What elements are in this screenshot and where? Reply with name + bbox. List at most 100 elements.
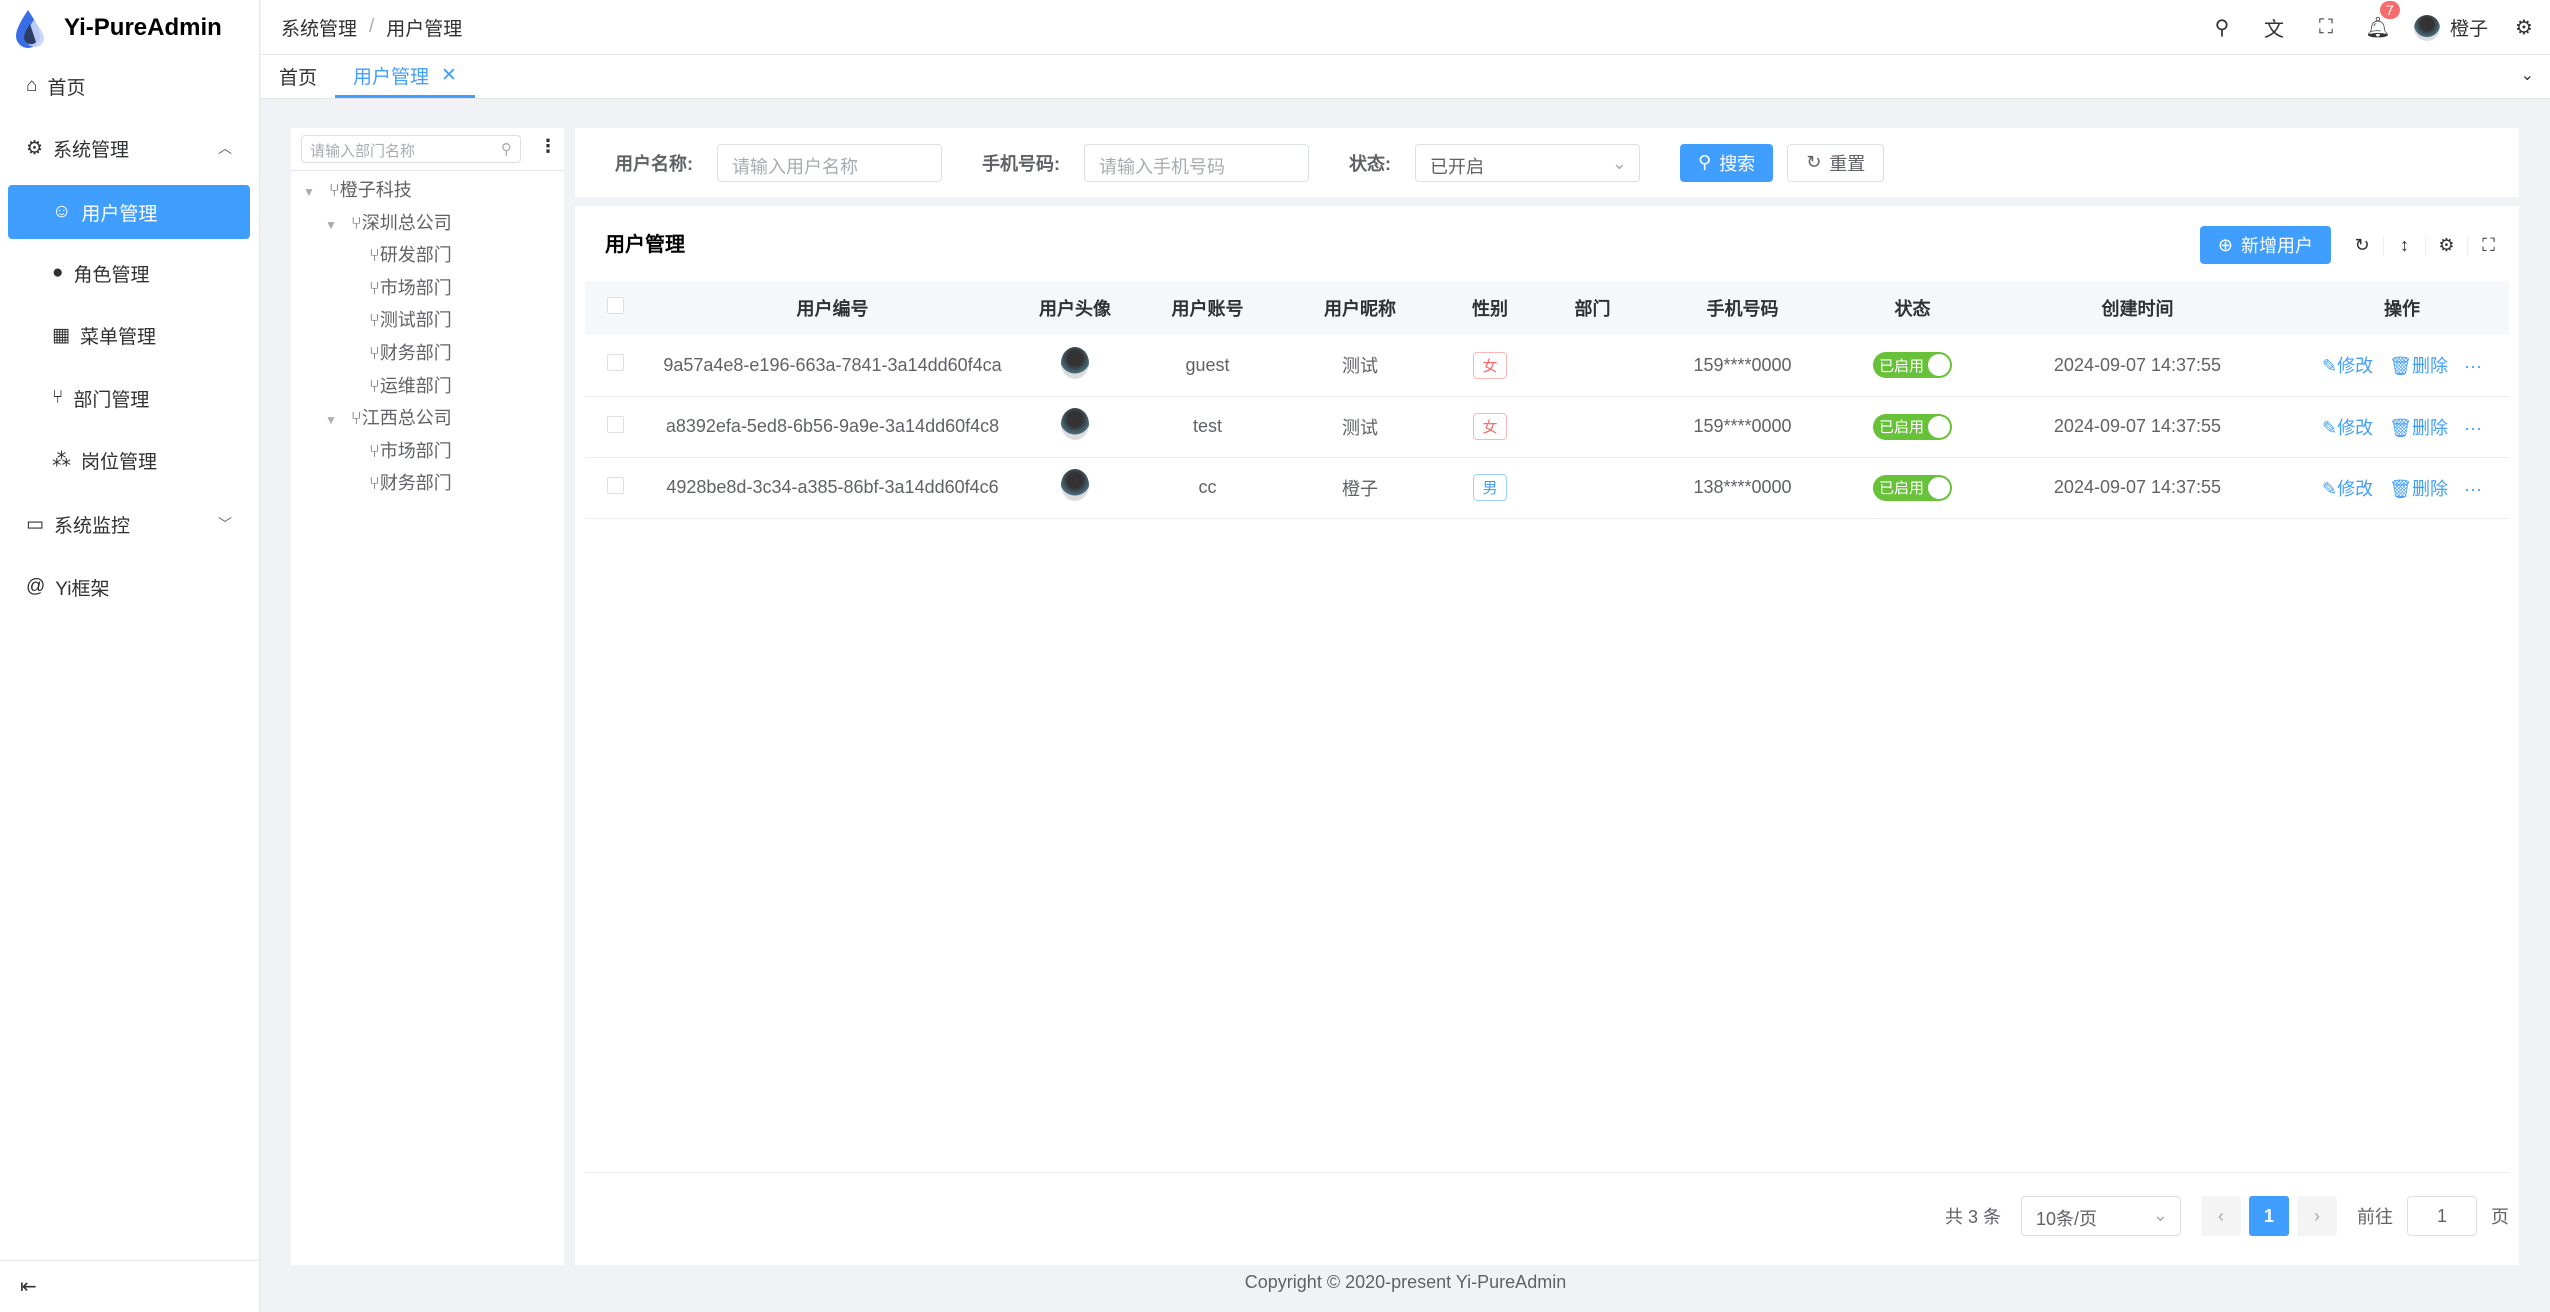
search-form: 用户名称: 请输入用户名称 手机号码: 请输入手机号码 状态: 已开启 ⌄ ⚲ 搜索… <box>575 128 2519 197</box>
edit-button[interactable]: ✎修改 <box>2322 356 2373 376</box>
more-icon[interactable]: ··· <box>2463 478 2482 499</box>
tree-node[interactable]: ⑂运维部门 <box>347 372 452 398</box>
user-menu[interactable]: 橙子 <box>2404 14 2498 41</box>
sidebar-item-menus[interactable]: ▦ 菜单管理 <box>8 308 250 362</box>
header: 系统管理 / 用户管理 ⚲ 文 ⛶ 🔔︎ 7 橙子 ⚙ <box>261 0 2550 55</box>
row-checkbox[interactable] <box>585 457 645 519</box>
created-time: 2024-09-07 14:37:55 <box>1980 335 2295 397</box>
user-nickname: 橙子 <box>1285 457 1435 519</box>
close-icon[interactable]: ✕ <box>441 64 457 86</box>
tree-node[interactable]: ▼ ⑂深圳总公司 <box>325 209 452 235</box>
sidebar-item-system[interactable]: ⚙ 系统管理 ︿ <box>8 121 250 175</box>
status-select[interactable]: 已开启 ⌄ <box>1415 143 1640 182</box>
sidebar-item-monitor[interactable]: ▭ 系统监控 ﹀ <box>8 497 250 551</box>
branch-icon: ⑂ <box>369 343 380 363</box>
tabs-bar: 首页 用户管理 ✕ ⌄ <box>261 55 2550 99</box>
delete-button[interactable]: 🗑︎删除 <box>2389 418 2448 438</box>
fullscreen-icon[interactable]: ⛶ <box>2467 234 2509 256</box>
goto-page-input[interactable]: 1 <box>2407 1196 2477 1236</box>
dept-tree-panel: 请输入部门名称 ⚲ ⋮ ▼ ⑂橙子科技 ▼ ⑂深圳总公司 ⑂研发部门 ⑂市场部门 ⑂测试部门 ⑂… <box>291 128 564 1265</box>
add-user-button[interactable]: ⊕ 新增用户 <box>2199 226 2331 264</box>
placeholder: 请输入手机号码 <box>1099 156 1225 177</box>
phone-input[interactable]: 请输入手机号码 <box>1084 143 1309 182</box>
status-switch[interactable]: 已启用 <box>1872 413 1952 440</box>
branch-icon: ⑂ <box>350 212 362 233</box>
table-toolbar: ⊕ 新增用户 ↻ ↕ ⚙ ⛶ <box>2199 226 2509 264</box>
status-switch[interactable]: 已启用 <box>1872 474 1952 501</box>
more-vertical-icon[interactable]: ⋮ <box>539 136 557 156</box>
more-icon[interactable]: ··· <box>2463 356 2482 377</box>
refresh-icon[interactable]: ↻ <box>2354 234 2370 255</box>
column-settings-icon[interactable]: ⚙ <box>2425 234 2467 256</box>
collapse-sidebar-button[interactable]: ⇤ <box>0 1260 260 1312</box>
tree-node[interactable]: ⑂财务部门 <box>347 469 452 495</box>
column-header: 状态 <box>1845 281 1980 335</box>
reset-button[interactable]: ↻ 重置 <box>1787 143 1885 182</box>
tree-node[interactable]: ▼ ⑂江西总公司 <box>325 404 452 430</box>
gender-cell: 女 <box>1435 396 1545 458</box>
tab-users[interactable]: 用户管理 ✕ <box>335 55 475 98</box>
sidebar-item-yi[interactable]: @ Yi框架 <box>8 560 250 614</box>
translate-icon[interactable]: 文 <box>2263 19 2284 41</box>
status-switch[interactable]: 已启用 <box>1872 352 1952 379</box>
status-label: 状态: <box>1349 153 1391 174</box>
select-all-checkbox[interactable] <box>585 281 645 335</box>
user-nickname: 测试 <box>1285 335 1435 397</box>
username-input[interactable]: 请输入用户名称 <box>717 143 942 182</box>
user-account: cc <box>1130 457 1285 519</box>
created-time: 2024-09-07 14:37:55 <box>1980 396 2295 458</box>
caret-down-icon[interactable]: ▼ <box>303 185 315 199</box>
chevron-down-icon[interactable]: ⌄ <box>2520 67 2534 84</box>
placeholder: 请输入用户名称 <box>732 156 858 177</box>
tree-node[interactable]: ▼ ⑂橙子科技 <box>303 176 412 202</box>
page-size-select[interactable]: 10条/页 ⌄ <box>2021 1196 2181 1236</box>
tree-node[interactable]: ⑂测试部门 <box>347 306 452 332</box>
user-nickname: 测试 <box>1285 396 1435 458</box>
tree-node-label: 财务部门 <box>379 343 452 363</box>
created-time: 2024-09-07 14:37:55 <box>1980 457 2295 519</box>
prev-page-button[interactable]: ‹ <box>2201 1196 2241 1236</box>
tree-node[interactable]: ⑂市场部门 <box>347 437 452 463</box>
next-page-button[interactable]: › <box>2297 1196 2337 1236</box>
more-icon[interactable]: ··· <box>2463 417 2482 438</box>
row-checkbox[interactable] <box>585 396 645 458</box>
user-id: 4928be8d-3c34-a385-86bf-3a14dd60f4c6 <box>645 457 1020 519</box>
search-button[interactable]: ⚲ 搜索 <box>1680 143 1774 182</box>
sidebar-item-home[interactable]: ⌂ 首页 <box>8 59 250 113</box>
caret-down-icon[interactable]: ▼ <box>325 413 337 428</box>
row-checkbox[interactable] <box>585 335 645 397</box>
breadcrumb-item[interactable]: 系统管理 <box>281 18 358 40</box>
edit-button[interactable]: ✎修改 <box>2322 418 2373 438</box>
edit-button[interactable]: ✎修改 <box>2322 479 2373 499</box>
tree-node[interactable]: ⑂市场部门 <box>347 274 452 300</box>
page-1-button[interactable]: 1 <box>2249 1196 2289 1236</box>
sidebar-item-posts[interactable]: ⁂ 岗位管理 <box>8 433 250 487</box>
caret-down-icon[interactable]: ▼ <box>325 217 337 232</box>
search-icon: ⚲ <box>1698 152 1712 172</box>
sidebar-item-users[interactable]: ☺ 用户管理 <box>8 185 250 239</box>
sidebar-item-depts[interactable]: ⑂ 部门管理 <box>8 371 250 425</box>
dept-search-input[interactable]: 请输入部门名称 ⚲ <box>301 135 521 163</box>
user-account: test <box>1130 396 1285 458</box>
density-icon[interactable]: ↕ <box>2383 234 2425 256</box>
column-header: 部门 <box>1545 281 1640 335</box>
button-label: 修改 <box>2337 356 2374 377</box>
button-label: 新增用户 <box>2241 236 2313 256</box>
gender-tag: 女 <box>1473 413 1507 440</box>
sidebar-item-roles[interactable]: ● 角色管理 <box>8 246 250 300</box>
bell-icon[interactable]: 🔔︎ 7 <box>2352 1 2404 40</box>
settings-icon[interactable]: ⚙ <box>2515 17 2533 39</box>
search-icon[interactable]: ⚲ <box>2214 17 2230 39</box>
delete-button[interactable]: 🗑︎删除 <box>2389 356 2448 376</box>
gender-tag: 女 <box>1473 351 1507 379</box>
fullscreen-icon[interactable]: ⛶ <box>2318 16 2333 38</box>
actions-cell: ✎修改 🗑︎删除 ··· <box>2295 396 2509 458</box>
tab-home[interactable]: 首页 <box>261 55 335 98</box>
tree-node[interactable]: ⑂研发部门 <box>347 241 452 267</box>
avatar <box>1061 408 1089 440</box>
org-icon: ⁂ <box>52 449 71 471</box>
table-row: a8392efa-5ed8-6b56-9a9e-3a14dd60f4c8 test… <box>585 396 2509 458</box>
delete-button[interactable]: 🗑︎删除 <box>2389 479 2448 499</box>
footer-copyright: Copyright © 2020-present Yi-PureAdmin <box>1244 1272 1567 1292</box>
tree-node[interactable]: ⑂财务部门 <box>347 339 452 365</box>
